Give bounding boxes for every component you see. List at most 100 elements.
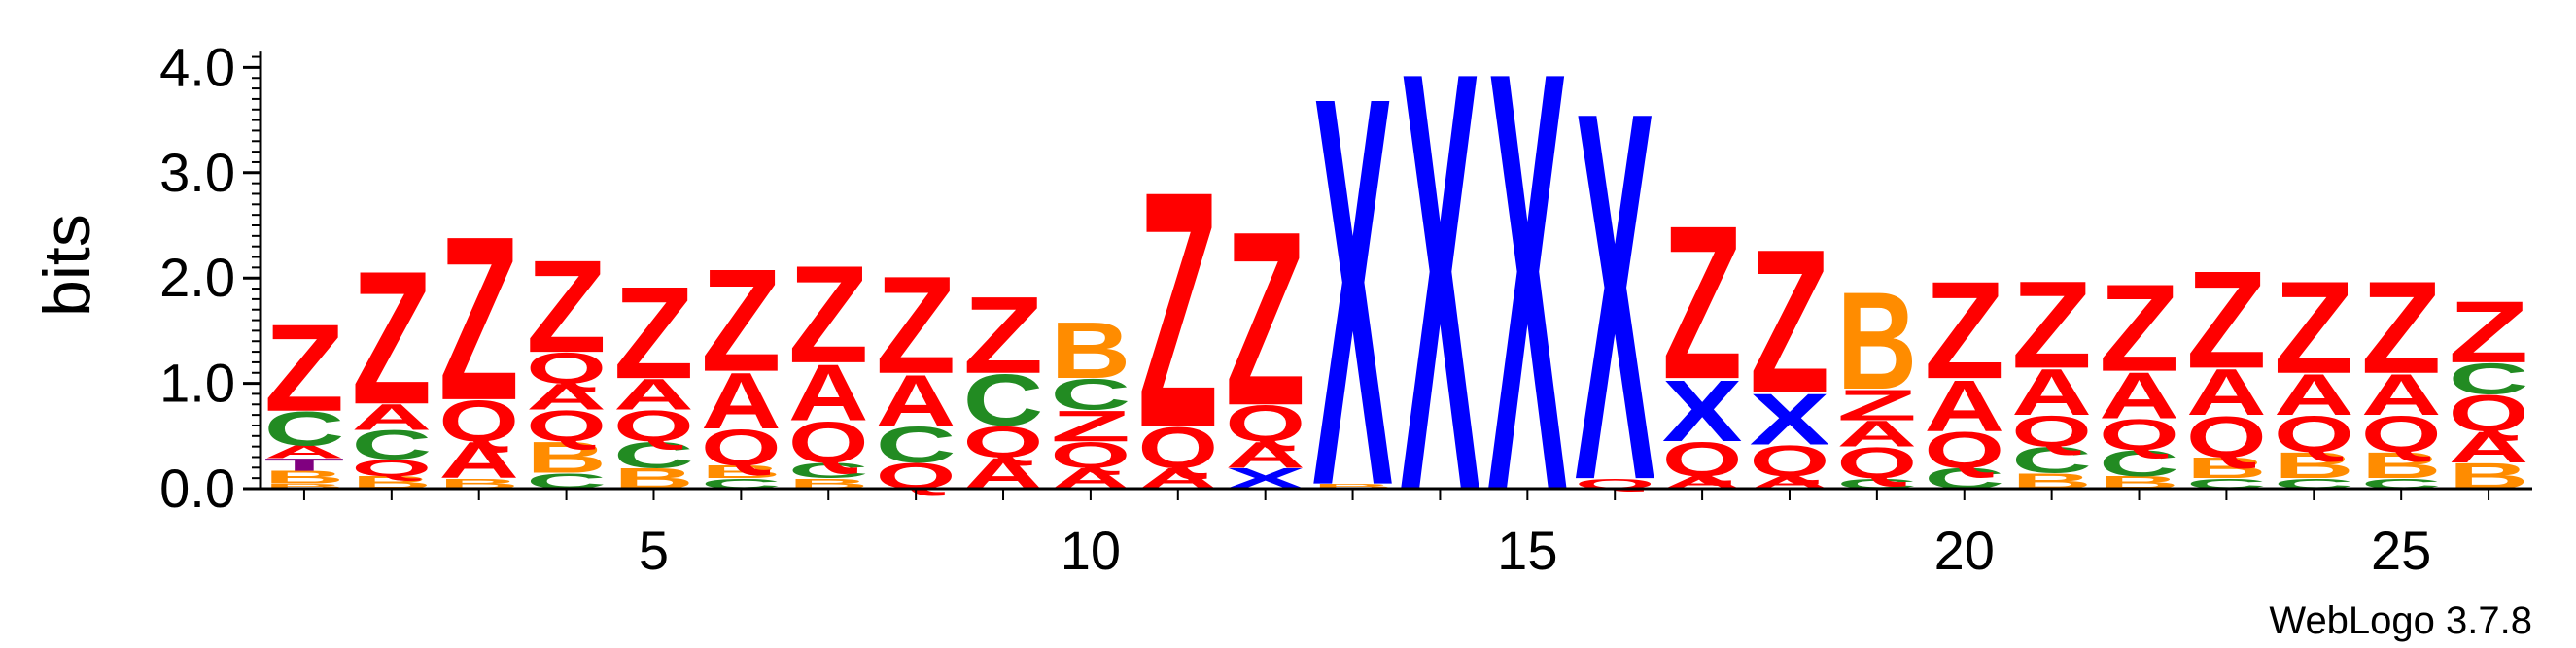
logo-letter-q: Q — [1051, 434, 1131, 475]
logo-letter-a: A — [1225, 435, 1305, 476]
logo-letter-q: Q — [2186, 405, 2267, 470]
x-tick-label: 25 — [2371, 520, 2431, 581]
logo-letter-q: Q — [963, 418, 1044, 466]
y-tick-label: 1.0 — [159, 353, 235, 414]
logo-letter-q: Q — [2361, 405, 2442, 462]
y-axis-label: bits — [30, 214, 104, 317]
logo-letter-z: Z — [2099, 258, 2179, 397]
logo-letter-a: A — [2099, 358, 2179, 432]
logo-letter-z: Z — [1662, 180, 1743, 425]
logo-letter-q: Q — [351, 455, 432, 481]
logo-letter-q: Q — [1662, 432, 1743, 487]
logo-letter-c: C — [2011, 440, 2092, 481]
logo-letter-q: Q — [1750, 437, 1830, 486]
logo-letter-q: Q — [1225, 394, 1305, 452]
logo-letter-c: C — [876, 416, 957, 473]
logo-letter-q: Q — [788, 410, 869, 475]
logo-letter-b: B — [526, 433, 607, 482]
logo-letter-z: Z — [1051, 402, 1131, 451]
logo-letter-b: B — [1051, 306, 1131, 395]
logo-letter-z: Z — [2186, 242, 2267, 397]
logo-letter-a: A — [2361, 362, 2442, 427]
logo-letter-z: Z — [1750, 207, 1830, 436]
logo-letter-a: A — [2011, 356, 2092, 429]
x-tick-label: 15 — [1497, 520, 1557, 581]
logo-letter-c: C — [351, 423, 432, 468]
logo-letter-a: A — [701, 357, 782, 446]
logo-letter-a: A — [1924, 364, 2004, 447]
y-tick-label: 2.0 — [159, 247, 235, 308]
logo-letter-q: Q — [2099, 411, 2179, 460]
logo-letter-b: B — [2274, 446, 2354, 487]
logo-letter-q: Q — [2011, 407, 2092, 456]
logo-letter-z: Z — [1924, 253, 2004, 408]
y-tick-label: 3.0 — [159, 142, 235, 203]
y-tick-label: 0.0 — [159, 458, 235, 519]
logo-letter-z: Z — [2361, 254, 2442, 401]
logo-letter-q: Q — [2274, 405, 2354, 462]
logo-letter-z: Z — [264, 298, 345, 437]
logo-letter-q: Q — [438, 390, 519, 455]
logo-letter-z: Z — [613, 258, 694, 406]
logo-letter-q: Q — [1924, 422, 2004, 479]
logo-letter-z: Z — [351, 231, 432, 444]
logo-letter-b: B — [1837, 264, 1918, 419]
logo-letter-q: Q — [2449, 385, 2529, 442]
logo-letter-t: T — [264, 455, 345, 474]
logo-letter-q: Q — [1137, 416, 1218, 481]
logo-letter-z: Z — [2274, 254, 2354, 401]
logo-letter-z: Z — [963, 274, 1044, 396]
y-tick-label: 4.0 — [159, 36, 235, 97]
logo-letter-c: C — [613, 435, 694, 476]
logo-letter-a: A — [1837, 414, 1918, 455]
logo-letter-a: A — [2274, 362, 2354, 427]
logo-letter-a: A — [876, 359, 957, 442]
x-tick-label: 10 — [1061, 520, 1121, 581]
logo-letter-c: C — [1051, 370, 1131, 419]
axes: 0.0 1.0 2.0 3.0 4.0 5 10 15 20 25 — [159, 36, 2532, 581]
logo-letter-z: Z — [1137, 120, 1218, 496]
logo-letter-x: X — [1487, 0, 1568, 617]
logo-letter-a: A — [351, 397, 432, 438]
logo-letter-q: Q — [1837, 439, 1918, 488]
logo-letter-a: A — [2449, 423, 2529, 471]
x-tick-label: 20 — [1934, 520, 1995, 581]
logo-letter-z: Z — [2011, 256, 2092, 394]
logo-letter-x: X — [1662, 362, 1743, 460]
logo-letter-b: B — [2186, 452, 2267, 485]
logo-letter-q: Q — [613, 402, 694, 451]
logo-letter-z: Z — [526, 232, 607, 380]
logo-letter-a: A — [2186, 356, 2267, 429]
logo-letter-b: B — [264, 467, 345, 487]
logo-letter-z: Z — [788, 236, 869, 392]
logo-letter-q: Q — [701, 419, 782, 476]
logo-letter-b: B — [2361, 446, 2442, 487]
logo-letter-z: Z — [701, 239, 782, 402]
logo-letter-c: C — [2449, 355, 2529, 403]
logo-letter-z: Z — [2449, 284, 2529, 381]
footer-credit: WebLogo 3.7.8 — [2269, 599, 2532, 642]
logo-letter-b: B — [264, 482, 345, 490]
logo-letter-x: X — [1575, 3, 1655, 591]
logo-letter-q: Q — [526, 344, 607, 392]
logo-letter-b: B — [1312, 482, 1393, 490]
logo-letter-a: A — [788, 349, 869, 438]
x-tick-label: 5 — [639, 520, 669, 581]
logo-letter-a: A — [613, 370, 694, 419]
logo-letter-z: Z — [1225, 181, 1305, 458]
logo-letter-a: A — [526, 377, 607, 418]
logo-letter-c: C — [264, 402, 345, 457]
logo-letter-a: A — [438, 431, 519, 489]
logo-letter-q: Q — [526, 402, 607, 451]
logo-letter-x: X — [1312, 0, 1393, 601]
logo-letter-c: C — [788, 459, 869, 483]
letter-stacks: BBTACZBQCAZBAQZCBQAQZBCQAZCBQAZBCQAZQCAZ… — [264, 0, 2529, 617]
logo-letter-x: X — [1400, 0, 1480, 617]
logo-letter-z: Z — [876, 247, 957, 402]
logo-letter-a: A — [264, 442, 345, 461]
logo-letter-z: Z — [438, 188, 519, 450]
logo-letter-x: X — [1750, 378, 1830, 460]
logo-letter-z: Z — [1837, 381, 1918, 429]
logo-letter-c: C — [2099, 443, 2179, 484]
